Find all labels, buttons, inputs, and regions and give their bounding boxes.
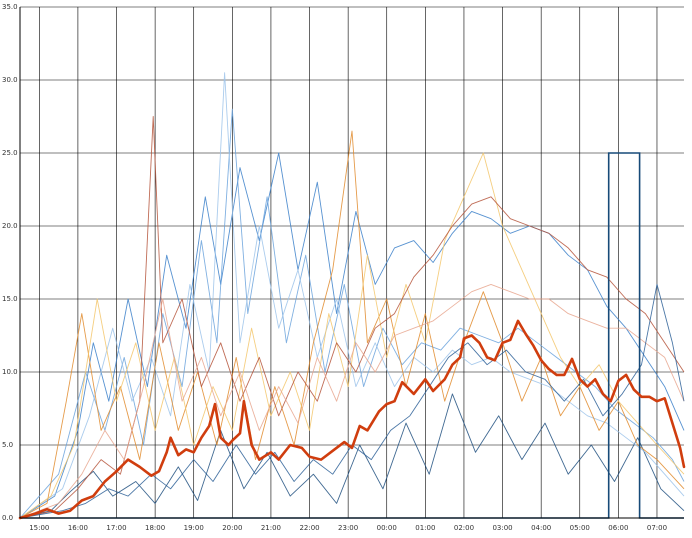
series-line-1 [19,152,685,519]
highlight-series-line [18,319,686,520]
plot-background [20,7,684,518]
x-tick-label: 23:00 [338,524,358,532]
x-tick-label: 16:00 [68,524,88,532]
y-tick-label: 20.0 [2,222,18,230]
x-tick-label: 04:00 [531,524,551,532]
x-tick-labels: 15:00 16:00 17:00 18:00 19:00 20:00 21:00 22:00… [29,524,667,532]
y-tick-label: 5.0 [2,441,13,449]
y-tick-label: 30.0 [2,76,18,84]
series-line-5 [19,152,685,519]
series-line-3 [19,72,685,519]
series-line-4 [19,130,685,519]
y-tick-label: 35.0 [2,3,18,11]
x-tick-label: 21:00 [261,524,281,532]
x-tick-label: 05:00 [570,524,590,532]
x-gridlines [39,7,658,518]
series-layer [19,72,685,519]
highlight-series-layer [18,319,686,520]
x-tick-label: 17:00 [106,524,126,532]
x-tick-label: 07:00 [647,524,667,532]
x-tick-label: 01:00 [415,524,435,532]
y-tick-label: 10.0 [2,368,18,376]
x-tick-label: 03:00 [492,524,512,532]
x-tick-label: 00:00 [377,524,397,532]
x-tick-label: 15:00 [29,524,49,532]
x-tick-label: 06:00 [608,524,628,532]
y-tick-label: 25.0 [2,149,18,157]
x-tick-label: 22:00 [299,524,319,532]
series-line-6 [19,116,685,519]
x-tick-label: 19:00 [184,524,204,532]
x-tick-label: 02:00 [454,524,474,532]
series-line-7 [19,283,685,519]
x-tick-label: 18:00 [145,524,165,532]
x-tick-label: 20:00 [222,524,242,532]
y-tick-labels: 0.0 5.0 10.0 15.0 20.0 25.0 30.0 35.0 [2,3,18,522]
y-gridlines [20,6,684,446]
y-tick-label: 0.0 [2,514,13,522]
series-line-0 [19,393,685,519]
series-line-8 [19,283,685,519]
y-tick-label: 15.0 [2,295,18,303]
